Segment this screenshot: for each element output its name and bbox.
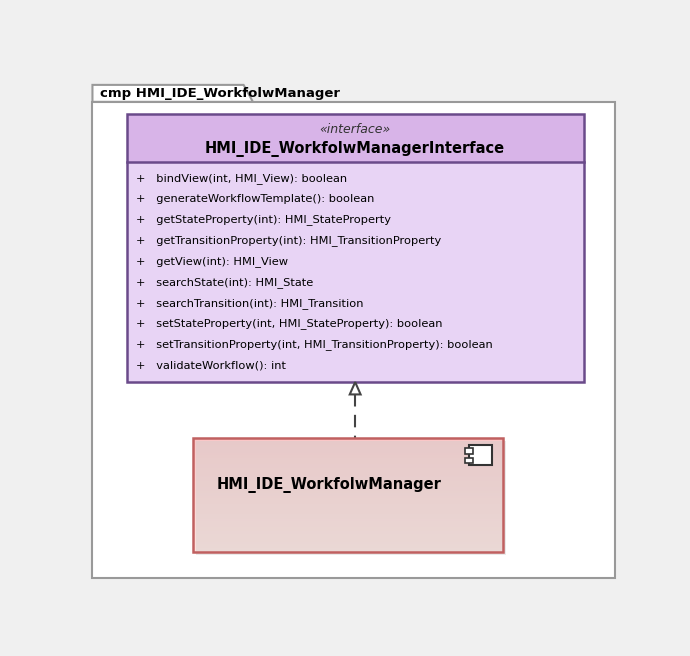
FancyBboxPatch shape	[193, 447, 503, 449]
FancyBboxPatch shape	[193, 445, 503, 447]
Text: +   searchTransition(int): HMI_Transition: + searchTransition(int): HMI_Transition	[136, 298, 364, 308]
FancyBboxPatch shape	[126, 162, 584, 382]
FancyBboxPatch shape	[193, 451, 503, 453]
FancyBboxPatch shape	[193, 506, 503, 508]
Text: +   getStateProperty(int): HMI_StateProperty: + getStateProperty(int): HMI_StateProper…	[136, 215, 391, 226]
FancyBboxPatch shape	[193, 476, 503, 478]
FancyBboxPatch shape	[193, 440, 503, 441]
FancyBboxPatch shape	[193, 441, 503, 443]
FancyBboxPatch shape	[193, 504, 503, 506]
FancyBboxPatch shape	[196, 441, 506, 554]
FancyBboxPatch shape	[193, 443, 503, 445]
FancyBboxPatch shape	[193, 525, 503, 527]
FancyBboxPatch shape	[193, 548, 503, 550]
FancyBboxPatch shape	[193, 472, 503, 474]
FancyBboxPatch shape	[193, 535, 503, 537]
Text: +   getView(int): HMI_View: + getView(int): HMI_View	[136, 256, 288, 267]
FancyBboxPatch shape	[193, 485, 503, 487]
FancyBboxPatch shape	[193, 510, 503, 512]
FancyBboxPatch shape	[193, 537, 503, 539]
FancyBboxPatch shape	[193, 482, 503, 483]
FancyBboxPatch shape	[193, 453, 503, 455]
Text: +   bindView(int, HMI_View): boolean: + bindView(int, HMI_View): boolean	[136, 173, 347, 184]
FancyBboxPatch shape	[193, 461, 503, 462]
FancyBboxPatch shape	[465, 458, 473, 463]
FancyBboxPatch shape	[193, 533, 503, 535]
Text: +   validateWorkflow(): int: + validateWorkflow(): int	[136, 361, 286, 371]
FancyBboxPatch shape	[92, 102, 615, 578]
FancyBboxPatch shape	[193, 514, 503, 516]
FancyBboxPatch shape	[193, 470, 503, 472]
FancyBboxPatch shape	[193, 516, 503, 518]
FancyBboxPatch shape	[465, 448, 473, 454]
Text: +   setStateProperty(int, HMI_StateProperty): boolean: + setStateProperty(int, HMI_StatePropert…	[136, 319, 442, 329]
FancyBboxPatch shape	[193, 550, 503, 552]
FancyBboxPatch shape	[193, 527, 503, 529]
Polygon shape	[350, 382, 361, 394]
FancyBboxPatch shape	[193, 542, 503, 544]
Text: cmp HMI_IDE_WorkfolwManager: cmp HMI_IDE_WorkfolwManager	[100, 87, 340, 100]
Text: HMI_IDE_WorkfolwManager: HMI_IDE_WorkfolwManager	[217, 478, 442, 493]
FancyBboxPatch shape	[193, 459, 503, 461]
FancyBboxPatch shape	[193, 449, 503, 451]
FancyBboxPatch shape	[193, 462, 503, 464]
Text: +   searchState(int): HMI_State: + searchState(int): HMI_State	[136, 277, 313, 288]
Text: +   getTransitionProperty(int): HMI_TransitionProperty: + getTransitionProperty(int): HMI_Transi…	[136, 236, 441, 246]
FancyBboxPatch shape	[469, 445, 493, 465]
FancyBboxPatch shape	[193, 531, 503, 533]
FancyBboxPatch shape	[126, 114, 584, 162]
Polygon shape	[92, 85, 253, 102]
Text: «interface»: «interface»	[319, 123, 391, 136]
Text: HMI_IDE_WorkfolwManagerInterface: HMI_IDE_WorkfolwManagerInterface	[205, 140, 505, 157]
FancyBboxPatch shape	[193, 487, 503, 489]
FancyBboxPatch shape	[193, 544, 503, 546]
FancyBboxPatch shape	[193, 518, 503, 520]
FancyBboxPatch shape	[193, 474, 503, 476]
FancyBboxPatch shape	[193, 478, 503, 480]
FancyBboxPatch shape	[193, 464, 503, 466]
FancyBboxPatch shape	[193, 521, 503, 523]
FancyBboxPatch shape	[193, 483, 503, 485]
FancyBboxPatch shape	[193, 523, 503, 525]
FancyBboxPatch shape	[193, 540, 503, 543]
FancyBboxPatch shape	[193, 501, 503, 502]
Text: +   setTransitionProperty(int, HMI_TransitionProperty): boolean: + setTransitionProperty(int, HMI_Transit…	[136, 339, 493, 350]
FancyBboxPatch shape	[193, 502, 503, 504]
FancyBboxPatch shape	[193, 499, 503, 501]
FancyBboxPatch shape	[193, 519, 503, 522]
FancyBboxPatch shape	[193, 480, 503, 482]
FancyBboxPatch shape	[193, 438, 503, 440]
FancyBboxPatch shape	[193, 546, 503, 548]
FancyBboxPatch shape	[193, 512, 503, 514]
FancyBboxPatch shape	[193, 529, 503, 531]
FancyBboxPatch shape	[193, 495, 503, 497]
FancyBboxPatch shape	[193, 491, 503, 493]
Text: +   generateWorkflowTemplate(): boolean: + generateWorkflowTemplate(): boolean	[136, 194, 374, 204]
FancyBboxPatch shape	[193, 497, 503, 499]
FancyBboxPatch shape	[193, 457, 503, 459]
FancyBboxPatch shape	[193, 493, 503, 495]
FancyBboxPatch shape	[193, 468, 503, 470]
FancyBboxPatch shape	[193, 466, 503, 468]
FancyBboxPatch shape	[193, 489, 503, 491]
FancyBboxPatch shape	[193, 538, 503, 541]
FancyBboxPatch shape	[193, 508, 503, 510]
FancyBboxPatch shape	[193, 455, 503, 457]
